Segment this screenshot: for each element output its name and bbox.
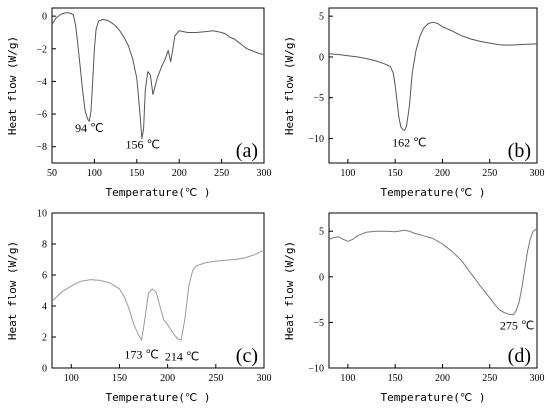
x-tick-label: 250 [214, 168, 229, 179]
panel-label: (b) [508, 140, 531, 162]
series-line [328, 228, 538, 316]
x-tick-label: 100 [87, 168, 102, 179]
panel-label: (a) [236, 140, 258, 162]
series-line [51, 12, 265, 139]
y-tick-label: 4 [42, 302, 47, 313]
y-tick-label: 5 [319, 227, 324, 238]
x-tick-label: 50 [47, 168, 57, 179]
panel-label: (d) [508, 345, 531, 367]
y-tick-label: −10 [308, 134, 324, 145]
peak-label: 173 ℃ [124, 348, 158, 362]
plot-frame [328, 7, 538, 164]
y-tick-label: −2 [36, 44, 47, 55]
peak-label: 156 ℃ [125, 137, 159, 151]
y-tick-label: 2 [42, 333, 47, 344]
y-axis-title: Heat flow (W/g) [283, 36, 296, 135]
x-tick-label: 150 [388, 168, 403, 179]
y-axis-title: Heat flow (W/g) [283, 241, 296, 340]
y-axis-title: Heat flow (W/g) [6, 241, 19, 340]
x-tick-label: 300 [530, 168, 545, 179]
x-tick-label: 300 [257, 373, 272, 384]
y-tick-label: 5 [319, 12, 324, 23]
plot-frame [328, 212, 538, 369]
peak-label: 214 ℃ [165, 349, 199, 363]
x-tick-label: 200 [172, 168, 187, 179]
x-tick-label: 100 [340, 168, 355, 179]
panel-a: 50 100 150 200 250 300 0 −2 −4 −6 −8 Temperature(℃ … [6, 7, 272, 199]
series-line [51, 249, 265, 341]
panel-label: (c) [236, 345, 258, 367]
y-tick-label: 0 [319, 272, 324, 283]
x-axis-title: Temperature(℃ ) [105, 391, 210, 404]
x-axis-title: Temperature(℃ ) [380, 186, 485, 199]
x-tick-label: 100 [340, 373, 355, 384]
y-tick-label: −8 [36, 142, 47, 153]
x-tick-label: 250 [482, 168, 497, 179]
peak-label: 94 ℃ [75, 121, 103, 135]
y-tick-label: 0 [319, 52, 324, 63]
y-tick-label: 0 [42, 364, 47, 375]
y-tick-label: −4 [36, 77, 47, 88]
plot-frame [51, 7, 265, 164]
y-tick-label: 6 [42, 271, 47, 282]
x-axis-title: Temperature(℃ ) [105, 186, 210, 199]
y-tick-label: 0 [42, 12, 47, 23]
x-tick-label: 150 [129, 168, 144, 179]
x-axis-title: Temperature(℃ ) [380, 391, 485, 404]
plot-frame [51, 212, 265, 369]
y-tick-label: −10 [308, 364, 324, 375]
y-tick-label: −6 [36, 110, 47, 121]
peak-label: 162 ℃ [392, 136, 426, 150]
panel-d: 100 150 200 250 300 5 0 −5 −10 Temperature(℃ ) Hea… [283, 212, 545, 404]
y-axis-title: Heat flow (W/g) [6, 36, 19, 135]
y-tick-label: −5 [313, 318, 324, 329]
y-tick-label: −5 [313, 93, 324, 104]
x-tick-label: 250 [208, 373, 223, 384]
series-line [328, 21, 538, 131]
x-tick-label: 100 [64, 373, 79, 384]
y-tick-label: 8 [42, 240, 47, 251]
peak-label: 275 ℃ [500, 319, 534, 333]
x-tick-label: 300 [257, 168, 272, 179]
x-tick-label: 250 [482, 373, 497, 384]
x-tick-label: 200 [160, 373, 175, 384]
x-tick-label: 200 [435, 373, 450, 384]
x-tick-label: 200 [435, 168, 450, 179]
panel-c: 100 150 200 250 300 0 2 4 6 8 10 Temperature(℃ ) Hea… [6, 209, 272, 405]
panel-b: 100 150 200 250 300 5 0 −5 −10 Temperature(℃ ) Hea… [283, 7, 545, 199]
x-tick-label: 300 [530, 373, 545, 384]
x-tick-label: 150 [112, 373, 127, 384]
y-tick-label: 10 [37, 209, 47, 220]
x-tick-label: 150 [388, 373, 403, 384]
